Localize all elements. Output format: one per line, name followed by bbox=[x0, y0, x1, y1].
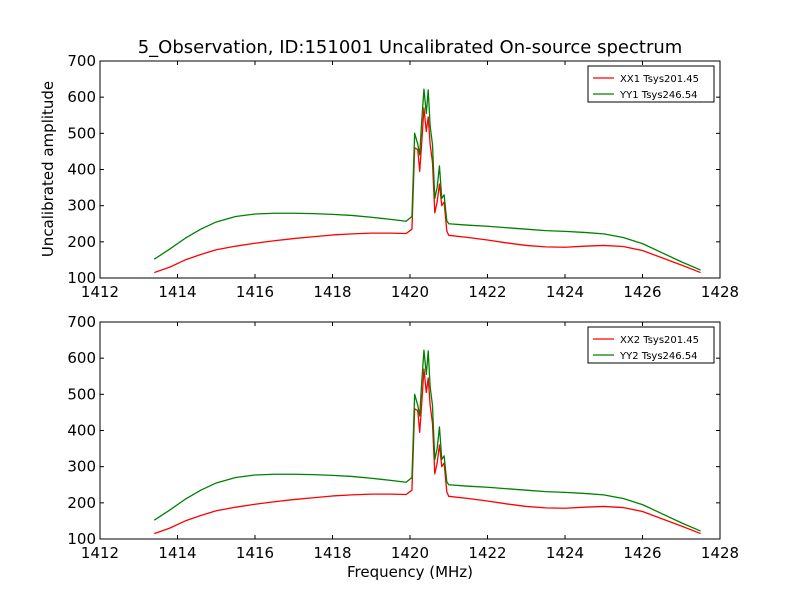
chart-title: 5_Observation, ID:151001 Uncalibrated On… bbox=[138, 37, 683, 58]
legend: XX2 Tsys201.45 YY2 Tsys246.54 bbox=[587, 326, 715, 364]
x-tick-label: 1424 bbox=[546, 544, 584, 562]
y-tick-label: 200 bbox=[67, 233, 96, 251]
plot-bottom: 1412 1414 1416 1418 1420 1422 1424 1426 1428 100 2… bbox=[67, 313, 739, 562]
y-tick-label: 700 bbox=[67, 52, 96, 70]
x-tick-label: 1416 bbox=[236, 283, 274, 301]
series-line-1 bbox=[154, 368, 701, 535]
x-tick-label: 1418 bbox=[313, 544, 351, 562]
legend-label: XX1 Tsys201.45 bbox=[620, 74, 699, 85]
legend-label: YY1 Tsys246.54 bbox=[619, 90, 698, 101]
x-tick-label: 1420 bbox=[391, 544, 429, 562]
series-line-1 bbox=[154, 107, 701, 274]
y-tick-label: 200 bbox=[67, 494, 96, 512]
plot-top: 1412 1414 1416 1418 1420 1422 1424 1426 1428 100 2… bbox=[67, 52, 739, 301]
x-tick-label: 1412 bbox=[81, 283, 119, 301]
legend: XX1 Tsys201.45 YY1 Tsys246.54 bbox=[587, 65, 715, 103]
y-tick-label: 400 bbox=[67, 161, 96, 179]
x-tick-label: 1424 bbox=[546, 283, 584, 301]
y-tick-label: 300 bbox=[67, 197, 96, 215]
y-tick-label: 600 bbox=[67, 88, 96, 106]
x-tick-label: 1414 bbox=[158, 283, 196, 301]
legend-label: YY2 Tsys246.54 bbox=[619, 351, 698, 362]
y-tick-label: 500 bbox=[67, 124, 96, 142]
x-tick-label: 1422 bbox=[468, 283, 506, 301]
legend-box bbox=[587, 65, 715, 103]
x-tick-label: 1428 bbox=[701, 283, 739, 301]
y-tick-label: 500 bbox=[67, 385, 96, 403]
series-line-2 bbox=[153, 88, 701, 271]
y-tick-label: 700 bbox=[67, 313, 96, 331]
y-tick-label: 300 bbox=[67, 458, 96, 476]
y-tick-label: 600 bbox=[67, 349, 96, 367]
x-tick-label: 1412 bbox=[81, 544, 119, 562]
x-tick-label: 1416 bbox=[236, 544, 274, 562]
x-tick-label: 1426 bbox=[623, 283, 661, 301]
x-tick-label: 1426 bbox=[623, 544, 661, 562]
y-tick-label: 400 bbox=[67, 422, 96, 440]
x-axis-label: Frequency (MHz) bbox=[347, 563, 473, 581]
series-line-2 bbox=[153, 349, 701, 532]
x-tick-label: 1414 bbox=[158, 544, 196, 562]
y-tick-label: 100 bbox=[67, 530, 96, 548]
x-tick-label: 1428 bbox=[701, 544, 739, 562]
legend-box bbox=[587, 326, 715, 364]
x-tick-label: 1422 bbox=[468, 544, 506, 562]
x-tick-label: 1418 bbox=[313, 283, 351, 301]
legend-label: XX2 Tsys201.45 bbox=[620, 335, 699, 346]
y-tick-label: 100 bbox=[67, 269, 96, 287]
x-tick-label: 1420 bbox=[391, 283, 429, 301]
y-axis-label: Uncalibrated amplitude bbox=[39, 81, 57, 257]
